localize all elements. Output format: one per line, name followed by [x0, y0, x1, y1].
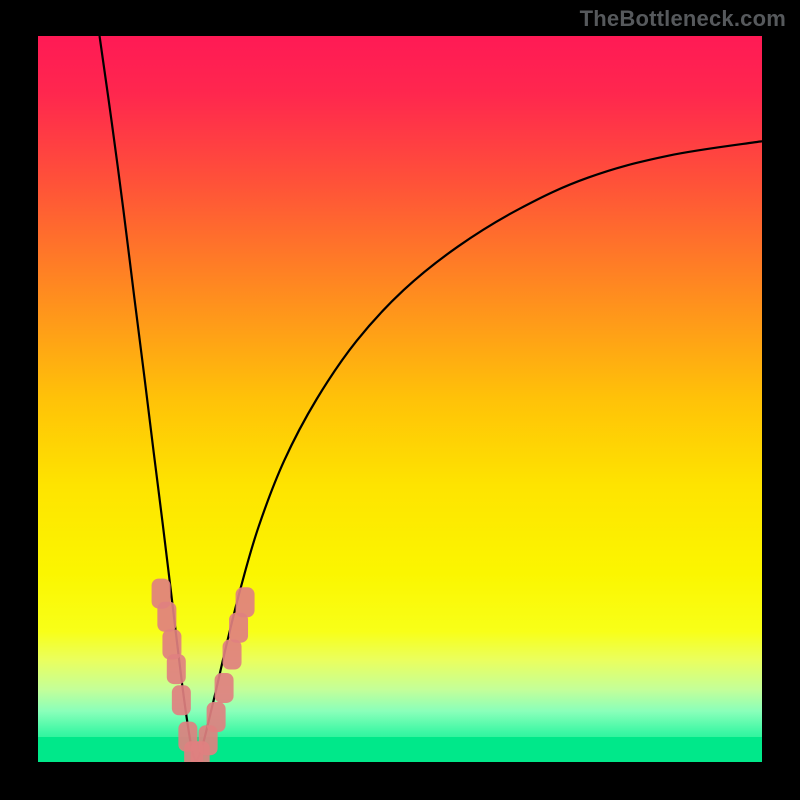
data-marker: [223, 640, 242, 670]
chart-svg: [0, 0, 800, 800]
curve-right-branch: [196, 141, 762, 762]
data-marker: [157, 602, 176, 632]
data-marker: [207, 702, 226, 732]
data-marker: [215, 673, 234, 703]
data-marker: [167, 654, 186, 684]
data-marker: [236, 587, 255, 617]
watermark-text: TheBottleneck.com: [580, 6, 786, 32]
chart-container: TheBottleneck.com: [0, 0, 800, 800]
data-marker: [172, 685, 191, 715]
